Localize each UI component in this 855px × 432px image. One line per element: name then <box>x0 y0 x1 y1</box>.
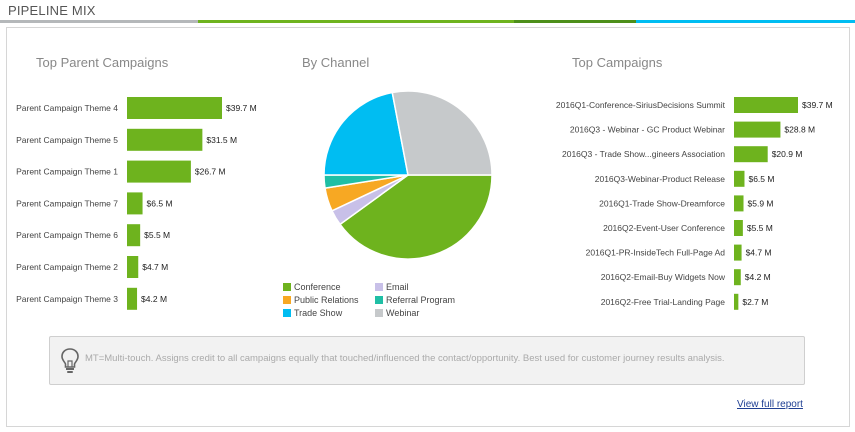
legend-label: Public Relations <box>294 295 359 305</box>
bar[interactable] <box>734 220 743 236</box>
category-label: 2016Q2-Email-Buy Widgets Now <box>601 272 726 282</box>
value-label: $6.5 M <box>748 174 774 184</box>
value-label: $39.7 M <box>226 103 257 113</box>
legend-swatch <box>375 296 383 304</box>
bar[interactable] <box>127 287 138 310</box>
category-label: Parent Campaign Theme 3 <box>16 294 118 304</box>
pie-slice-trade-show[interactable] <box>323 91 409 176</box>
pie-slice-webinar[interactable] <box>391 90 493 176</box>
header: PIPELINE MIX <box>0 0 855 24</box>
bar[interactable] <box>127 160 191 183</box>
category-label: 2016Q3 - Trade Show...gineers Associatio… <box>562 149 725 159</box>
bar[interactable] <box>127 97 222 119</box>
chart-title-top-parent-campaigns: Top Parent Campaigns <box>36 55 169 70</box>
bar[interactable] <box>734 97 798 113</box>
legend-swatch <box>375 283 383 291</box>
bar[interactable] <box>127 224 141 247</box>
category-label: 2016Q3 - Webinar - GC Product Webinar <box>570 125 725 135</box>
bar[interactable] <box>734 293 739 310</box>
value-label: $5.5 M <box>144 230 170 240</box>
legend-item-referral-program: Referral Program <box>375 295 455 307</box>
bar[interactable] <box>127 128 203 151</box>
header-bar-blue <box>636 20 855 23</box>
category-label: Parent Campaign Theme 5 <box>16 135 118 145</box>
bar[interactable] <box>127 256 139 278</box>
category-label: Parent Campaign Theme 2 <box>16 262 118 272</box>
category-label: 2016Q1-PR-InsideTech Full-Page Ad <box>586 248 726 258</box>
legend-label: Trade Show <box>294 308 343 318</box>
value-label: $4.7 M <box>746 248 772 258</box>
category-label: Parent Campaign Theme 4 <box>16 103 118 113</box>
category-label: 2016Q2-Event-User Conference <box>603 223 725 233</box>
bar[interactable] <box>734 269 741 286</box>
value-label: $5.9 M <box>748 198 774 208</box>
legend-label: Webinar <box>386 308 420 318</box>
legend-swatch <box>283 283 291 291</box>
header-bar-green <box>198 20 514 23</box>
value-label: $28.8 M <box>784 125 815 135</box>
view-full-report-link[interactable]: View full report <box>737 399 803 410</box>
bar[interactable] <box>734 195 744 212</box>
attribution-note: MT=Multi-touch. Assigns credit to all ca… <box>49 336 805 385</box>
category-label: 2016Q2-Free Trial-Landing Page <box>601 297 726 307</box>
section-title: PIPELINE MIX <box>8 3 96 18</box>
chart-title-by-channel: By Channel <box>302 55 370 70</box>
value-label: $26.7 M <box>195 167 226 177</box>
legend-item-conference: Conference <box>283 282 341 294</box>
header-bar-gray <box>0 20 198 23</box>
category-label: Parent Campaign Theme 6 <box>16 230 118 240</box>
header-bar-darkgreen <box>514 20 636 23</box>
legend-swatch <box>283 296 291 304</box>
legend-item-public-relations: Public Relations <box>283 295 359 307</box>
legend-label: Referral Program <box>386 295 456 305</box>
bar[interactable] <box>734 170 745 187</box>
category-label: Parent Campaign Theme 1 <box>16 167 118 177</box>
legend-item-trade-show: Trade Show <box>283 308 342 320</box>
lightbulb-icon <box>61 348 79 373</box>
bar[interactable] <box>734 121 781 138</box>
category-label: 2016Q3-Webinar-Product Release <box>595 174 726 184</box>
legend-item-webinar: Webinar <box>375 308 419 320</box>
pie-slice-conference[interactable] <box>338 174 493 260</box>
value-label: $39.7 M <box>802 100 833 110</box>
value-label: $4.2 M <box>141 294 167 304</box>
value-label: $2.7 M <box>742 297 768 307</box>
value-label: $5.5 M <box>747 223 773 233</box>
chart-title-top-campaigns: Top Campaigns <box>572 55 663 70</box>
value-label: $31.5 M <box>206 135 237 145</box>
legend-label: Email <box>386 282 409 292</box>
legend-label: Conference <box>294 282 341 292</box>
legend-swatch <box>283 309 291 317</box>
bar[interactable] <box>127 192 143 215</box>
category-label: Parent Campaign Theme 7 <box>16 198 118 208</box>
bar[interactable] <box>734 146 768 163</box>
legend-swatch <box>375 309 383 317</box>
value-label: $6.5 M <box>147 198 173 208</box>
value-label: $4.7 M <box>142 262 168 272</box>
category-label: 2016Q1-Conference-SiriusDecisions Summit <box>556 100 726 110</box>
legend-item-email: Email <box>375 282 409 294</box>
note-text: MT=Multi-touch. Assigns credit to all ca… <box>85 353 725 364</box>
value-label: $4.2 M <box>745 272 771 282</box>
value-label: $20.9 M <box>772 149 803 159</box>
bar[interactable] <box>734 244 742 261</box>
category-label: 2016Q1-Trade Show-Dreamforce <box>599 198 725 208</box>
